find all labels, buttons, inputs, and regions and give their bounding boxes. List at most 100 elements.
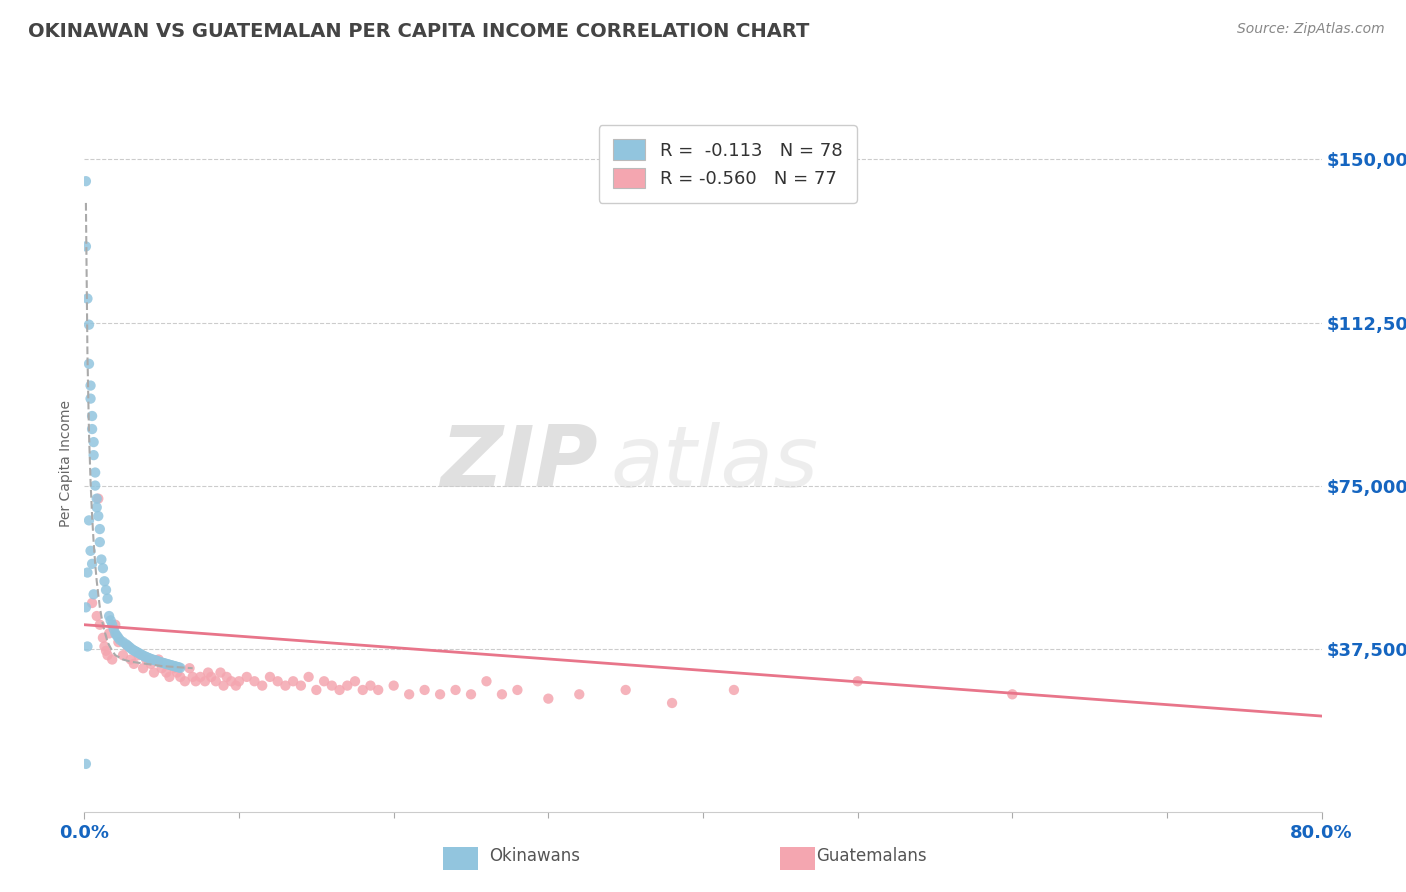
Point	[160, 658, 183, 673]
Point	[328, 683, 352, 698]
Point	[243, 674, 266, 689]
Point	[91, 631, 114, 645]
Point	[141, 652, 163, 666]
Y-axis label: Per Capita Income: Per Capita Income	[59, 401, 73, 527]
Point	[163, 661, 186, 675]
Point	[274, 679, 297, 693]
Point	[321, 679, 343, 693]
Point	[103, 622, 125, 636]
Point	[76, 292, 98, 306]
Text: Guatemalans: Guatemalans	[817, 847, 927, 865]
Point	[124, 644, 146, 658]
Point	[305, 683, 328, 698]
Point	[98, 609, 121, 624]
Point	[179, 661, 201, 675]
Point	[122, 657, 145, 671]
Point	[367, 683, 389, 698]
Point	[169, 661, 191, 675]
Point	[131, 648, 153, 662]
Point	[336, 679, 359, 693]
Point	[297, 670, 319, 684]
Point	[75, 600, 97, 615]
Point	[93, 640, 115, 654]
Point	[259, 670, 281, 684]
Point	[139, 652, 162, 666]
Point	[112, 635, 135, 649]
Point	[83, 587, 105, 601]
Point	[174, 674, 197, 689]
Point	[127, 648, 149, 662]
Point	[105, 629, 128, 643]
Point	[77, 513, 100, 527]
Point	[167, 660, 190, 674]
Point	[122, 643, 145, 657]
Text: atlas: atlas	[610, 422, 818, 506]
Point	[148, 655, 170, 669]
Point	[343, 674, 366, 689]
Point	[89, 522, 111, 536]
Point	[165, 659, 187, 673]
Point	[444, 683, 467, 698]
Point	[107, 635, 129, 649]
Point	[155, 665, 177, 680]
Point	[82, 557, 104, 571]
Point	[215, 670, 238, 684]
Point	[1001, 687, 1024, 701]
Point	[76, 640, 98, 654]
Point	[250, 679, 273, 693]
Point	[537, 691, 560, 706]
Point	[86, 491, 108, 506]
Point	[181, 670, 204, 684]
Point	[413, 683, 436, 698]
Point	[90, 552, 112, 566]
Point	[136, 650, 159, 665]
Point	[506, 683, 529, 698]
Point	[79, 378, 101, 392]
Point	[145, 653, 167, 667]
Point	[82, 596, 104, 610]
Point	[155, 657, 177, 671]
Point	[129, 647, 152, 661]
Point	[104, 617, 127, 632]
Point	[134, 649, 156, 664]
Legend: R =  -0.113   N = 78, R = -0.560   N = 77: R = -0.113 N = 78, R = -0.560 N = 77	[599, 125, 858, 202]
Point	[209, 665, 232, 680]
Point	[212, 679, 235, 693]
Point	[475, 674, 498, 689]
Point	[194, 674, 217, 689]
Point	[846, 674, 869, 689]
Point	[235, 670, 259, 684]
Point	[290, 679, 312, 693]
Point	[77, 357, 100, 371]
Point	[98, 626, 121, 640]
Point	[159, 657, 180, 672]
Point	[104, 626, 127, 640]
Point	[162, 658, 184, 673]
Point	[83, 435, 105, 450]
Point	[89, 535, 111, 549]
Point	[219, 674, 242, 689]
Point	[152, 656, 174, 670]
Point	[115, 637, 138, 651]
Point	[79, 544, 101, 558]
Text: OKINAWAN VS GUATEMALAN PER CAPITA INCOME CORRELATION CHART: OKINAWAN VS GUATEMALAN PER CAPITA INCOME…	[28, 22, 810, 41]
Point	[86, 609, 108, 624]
Point	[281, 674, 305, 689]
Point	[132, 648, 155, 663]
Point	[149, 655, 172, 669]
Point	[107, 631, 129, 645]
Point	[132, 661, 155, 675]
Point	[75, 174, 97, 188]
Point	[352, 683, 374, 698]
Point	[125, 645, 148, 659]
Point	[228, 674, 250, 689]
Point	[127, 646, 149, 660]
Point	[112, 648, 135, 662]
Point	[82, 422, 104, 436]
Point	[94, 582, 117, 597]
Point	[163, 659, 186, 673]
Point	[101, 652, 124, 666]
Point	[75, 239, 97, 253]
Point	[93, 574, 115, 589]
Point	[166, 660, 188, 674]
